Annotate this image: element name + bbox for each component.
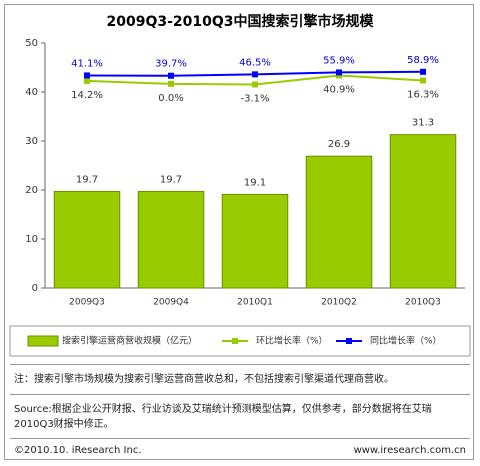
legend-marker bbox=[346, 338, 352, 344]
data-label: 55.9% bbox=[323, 55, 355, 66]
data-label: 26.9 bbox=[328, 139, 350, 150]
data-label: 0.0% bbox=[158, 93, 183, 104]
bar bbox=[221, 193, 289, 289]
bar bbox=[53, 190, 121, 289]
separator bbox=[10, 364, 470, 365]
website: www.iresearch.com.cn bbox=[353, 445, 466, 456]
x-tick-label: 2010Q2 bbox=[321, 298, 357, 308]
legend-label: 环比增长率（%） bbox=[256, 335, 328, 347]
legend-label: 同比增长率（%） bbox=[370, 335, 442, 347]
marker bbox=[84, 72, 90, 79]
data-label: 39.7% bbox=[155, 59, 187, 70]
data-label: 41.1% bbox=[71, 58, 103, 69]
note: 注：搜索引擎市场规模为搜索引擎运营商营收总和，不包括搜索引擎渠道代理商营收。 bbox=[14, 374, 394, 385]
legend-marker bbox=[232, 338, 238, 344]
marker bbox=[420, 77, 426, 84]
data-label: 46.5% bbox=[239, 57, 271, 68]
data-label: 19.1 bbox=[244, 177, 266, 188]
marker bbox=[252, 71, 258, 78]
source: Source:根据企业公开财报、行业访谈及艾瑞统计预测模型估算，仅供参考，部分数… bbox=[14, 404, 432, 430]
frame bbox=[4, 4, 474, 460]
data-label: -3.1% bbox=[240, 93, 269, 104]
marker bbox=[336, 69, 342, 76]
marker bbox=[168, 72, 174, 79]
y-tick-label: 10 bbox=[25, 234, 38, 245]
data-label: 14.2% bbox=[71, 90, 103, 101]
legend-swatch bbox=[27, 335, 59, 347]
bar bbox=[389, 134, 457, 289]
data-label: 40.9% bbox=[323, 84, 355, 95]
legend-label: 搜索引擎运营商营收规模（亿元） bbox=[62, 335, 197, 347]
data-label: 19.7 bbox=[76, 174, 98, 185]
chart-title: 2009Q3-2010Q3中国搜索引擎市场规模 bbox=[106, 13, 374, 30]
marker bbox=[252, 81, 258, 88]
copyright: ©2010.10. iResearch Inc. bbox=[14, 445, 142, 456]
y-tick-label: 0 bbox=[32, 283, 38, 294]
data-label: 16.3% bbox=[407, 90, 439, 101]
y-tick-label: 20 bbox=[25, 185, 38, 196]
legend-box bbox=[9, 325, 471, 357]
marker bbox=[336, 72, 342, 79]
x-tick-label: 2009Q4 bbox=[153, 298, 189, 308]
x-tick-label: 2010Q1 bbox=[237, 298, 273, 308]
x-tick-label: 2009Q3 bbox=[69, 298, 105, 308]
y-tick-label: 40 bbox=[25, 87, 38, 98]
separator bbox=[10, 394, 470, 395]
x-tick-label: 2010Q3 bbox=[405, 298, 441, 308]
y-tick-label: 50 bbox=[25, 38, 38, 49]
marker bbox=[84, 77, 90, 84]
data-label: 19.7 bbox=[160, 174, 182, 185]
bar bbox=[137, 190, 205, 289]
separator bbox=[10, 438, 470, 439]
y-tick-label: 30 bbox=[25, 136, 38, 147]
marker bbox=[420, 68, 426, 75]
marker bbox=[168, 80, 174, 87]
bar bbox=[305, 155, 373, 289]
data-label: 31.3 bbox=[412, 118, 434, 129]
data-label: 58.9% bbox=[407, 55, 439, 66]
